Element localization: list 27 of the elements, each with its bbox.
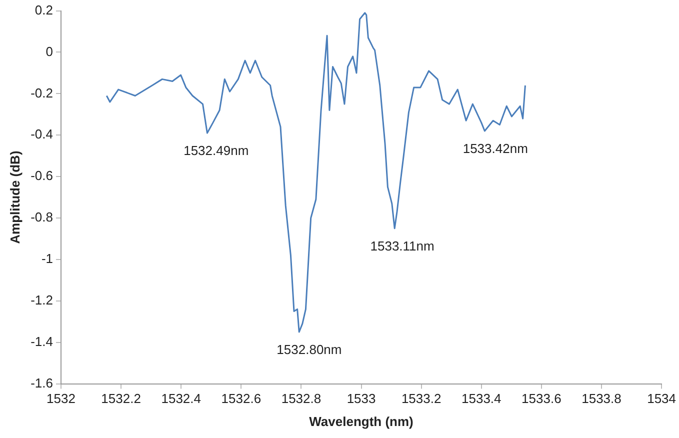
x-tick-label: 1532.2 <box>101 391 141 406</box>
y-tick-label: -0.6 <box>30 168 53 184</box>
y-tick-label: -0.8 <box>30 210 53 225</box>
x-tick-label: 1534 <box>647 391 676 406</box>
y-tick-label: -0.2 <box>30 85 53 100</box>
x-tick-label: 1532.8 <box>281 391 322 406</box>
x-axis-title: Wavelength (nm) <box>309 414 414 429</box>
x-tick-label: 1532.4 <box>161 391 201 406</box>
x-tick-label: 1533.4 <box>461 391 502 406</box>
x-tick-label: 1533 <box>346 391 376 406</box>
y-tick-label: -1.2 <box>30 292 53 308</box>
y-tick-label: -1.6 <box>30 375 53 390</box>
x-tick-label: 1532.6 <box>221 391 262 406</box>
annotation: 1532.49nm <box>184 143 249 158</box>
x-tick-label: 1532 <box>46 391 76 406</box>
x-tick-label: 1533.8 <box>582 391 622 406</box>
x-tick-label: 1533.2 <box>401 391 442 406</box>
y-tick-label: -1.4 <box>30 334 53 349</box>
x-tick-label: 1533.6 <box>522 391 562 406</box>
y-tick-label: 0.2 <box>34 2 53 18</box>
annotation: 1533.11nm <box>370 238 434 254</box>
y-tick-label: -1 <box>41 251 53 266</box>
y-tick-label: 0 <box>46 44 53 59</box>
y-tick-label: -0.4 <box>30 126 53 142</box>
annotation: 1532.80nm <box>276 342 342 358</box>
y-axis-title: Amplitude (dB) <box>7 150 22 244</box>
annotation: 1533.42nm <box>462 141 528 156</box>
